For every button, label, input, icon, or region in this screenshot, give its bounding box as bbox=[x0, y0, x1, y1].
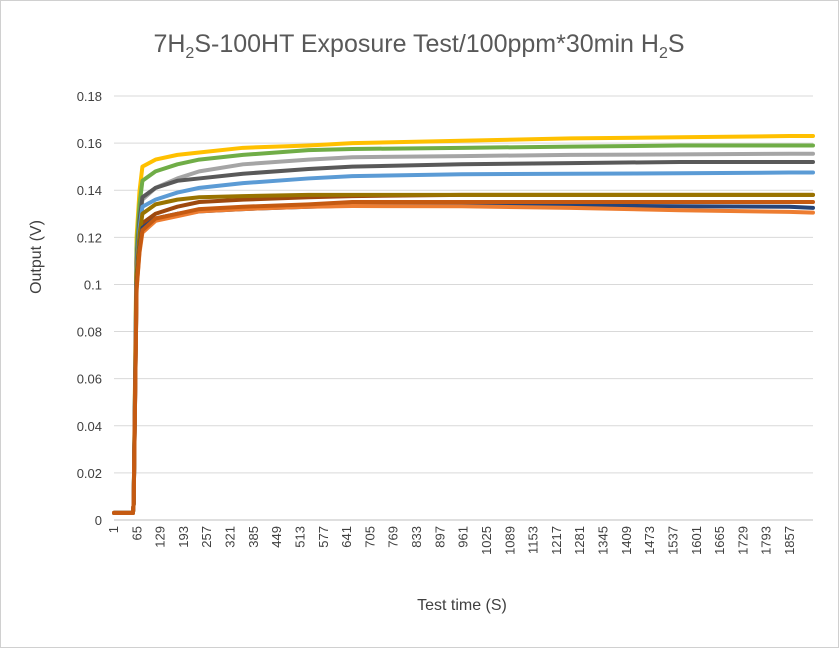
y-axis-label: Output (V) bbox=[28, 220, 45, 294]
x-tick-label: 1601 bbox=[689, 526, 704, 555]
x-tick-label: 1537 bbox=[665, 526, 680, 555]
y-tick-label: 0.08 bbox=[77, 325, 102, 340]
series-line bbox=[112, 204, 815, 515]
series-line bbox=[112, 134, 815, 515]
x-tick-label: 1 bbox=[106, 526, 121, 533]
y-tick-label: 0.16 bbox=[77, 136, 102, 151]
chart-title-part: S bbox=[668, 30, 685, 58]
y-tick-label: 0.06 bbox=[77, 372, 102, 387]
y-tick-label: 0.18 bbox=[77, 89, 102, 104]
x-tick-label: 449 bbox=[269, 526, 284, 548]
series-line bbox=[112, 202, 815, 515]
x-tick-label: 897 bbox=[432, 526, 447, 548]
x-tick-label: 1281 bbox=[572, 526, 587, 555]
x-tick-label: 65 bbox=[129, 526, 144, 540]
series-line bbox=[112, 200, 815, 515]
x-tick-label: 193 bbox=[176, 526, 191, 548]
x-tick-labels: 1 65 129 193 257 321 385 449 513 577 641 705 769 833 8… bbox=[106, 526, 797, 555]
chart-title-part: 2 bbox=[659, 45, 668, 62]
x-tick-label: 1473 bbox=[642, 526, 657, 555]
x-tick-label: 641 bbox=[339, 526, 354, 548]
x-tick-label: 1665 bbox=[712, 526, 727, 555]
x-tick-label: 577 bbox=[316, 526, 331, 548]
x-tick-label: 1217 bbox=[549, 526, 564, 555]
chart-title-part: 2 bbox=[185, 45, 194, 62]
x-tick-label: 1089 bbox=[502, 526, 517, 555]
x-tick-label: 385 bbox=[246, 526, 261, 548]
y-tick-label: 0 bbox=[95, 513, 102, 528]
chart-title: 7H2S-100HT Exposure Test/100ppm*30min H2… bbox=[153, 30, 684, 62]
x-tick-label: 1345 bbox=[596, 526, 611, 555]
x-tick-label: 129 bbox=[153, 526, 168, 548]
chart-title-part: S-100HT Exposure Test/100ppm*30min H bbox=[194, 30, 659, 58]
x-tick-label: 257 bbox=[199, 526, 214, 548]
y-tick-label: 0.1 bbox=[84, 277, 102, 292]
gridlines bbox=[114, 95, 813, 474]
x-tick-label: 1793 bbox=[759, 526, 774, 555]
x-tick-label: 1153 bbox=[526, 526, 541, 554]
series-line bbox=[112, 192, 815, 515]
x-tick-label: 705 bbox=[362, 526, 377, 548]
x-axis-label: Test time (S) bbox=[417, 597, 507, 614]
chart-title-part: 7H bbox=[153, 30, 185, 58]
x-tick-label: 1857 bbox=[782, 526, 797, 555]
x-tick-label: 833 bbox=[409, 526, 424, 548]
y-tick-label: 0.14 bbox=[77, 183, 102, 198]
x-tick-label: 513 bbox=[292, 526, 307, 548]
x-tick-label: 1729 bbox=[735, 526, 750, 555]
y-tick-label: 0.02 bbox=[77, 466, 102, 481]
series-line bbox=[112, 159, 815, 515]
x-tick-label: 1025 bbox=[479, 526, 494, 555]
series-line bbox=[112, 170, 815, 515]
series-lines bbox=[112, 134, 815, 515]
x-tick-label: 1409 bbox=[619, 526, 634, 555]
x-tick-label: 769 bbox=[386, 526, 401, 548]
y-tick-label: 0.04 bbox=[77, 419, 102, 434]
y-tick-label: 0.12 bbox=[77, 230, 102, 245]
x-tick-label: 961 bbox=[456, 526, 471, 548]
y-tick-labels: 0 0.02 0.04 0.06 0.08 0.1 0.12 0.14 0.16 0.18 bbox=[77, 89, 102, 528]
x-tick-label: 321 bbox=[223, 526, 238, 548]
series-line bbox=[112, 192, 815, 515]
